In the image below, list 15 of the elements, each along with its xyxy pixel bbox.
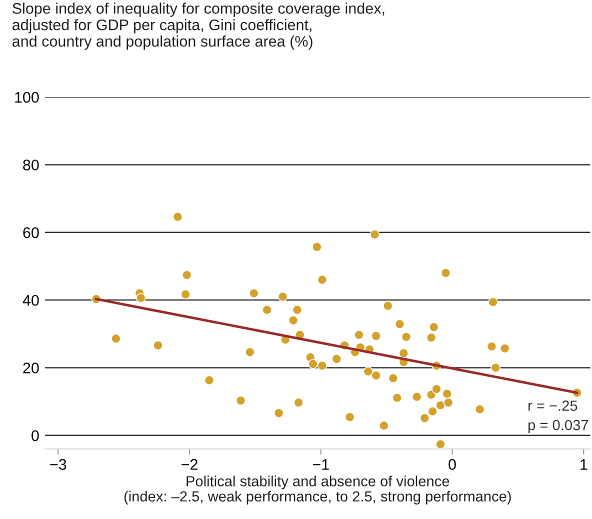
y-axis-title: Slope index of inequality for composite coverage index, adjusted for GDP per capita, Gini coefficient, and country and population surface area (%) bbox=[12, 2, 384, 50]
x-tick-label: 1 bbox=[580, 459, 588, 470]
annotation: r = −.25 bbox=[528, 400, 578, 411]
y-tick-label: 40 bbox=[22, 294, 39, 306]
x-axis-title: Political stability and absence of violence (index: –2.5, weak performance, to 2.5, strong performance) bbox=[124, 476, 511, 504]
annotation: p = 0.037 bbox=[528, 420, 588, 434]
x-tick-label: −2 bbox=[182, 459, 198, 470]
y-tick-label: 0 bbox=[32, 430, 39, 442]
y-tick-label: 20 bbox=[23, 362, 39, 374]
y-tick-label: 100 bbox=[15, 92, 39, 103]
x-tick-label: −1 bbox=[312, 459, 329, 470]
x-tick-label: −3 bbox=[50, 459, 66, 470]
x-tick-label: 0 bbox=[448, 459, 456, 470]
y-tick-label: 60 bbox=[23, 227, 39, 238]
y-tick-label: 80 bbox=[23, 160, 39, 170]
